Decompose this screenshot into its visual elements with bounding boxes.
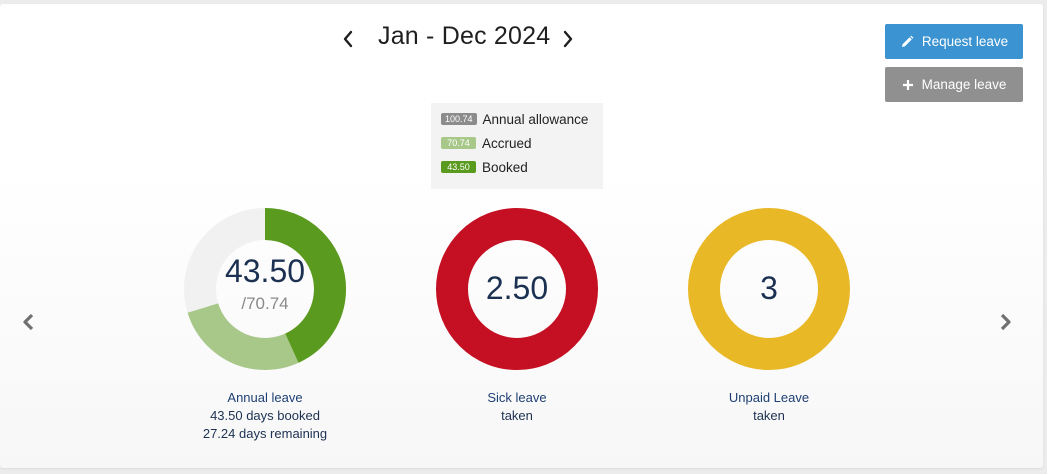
unpaid-leave-title: Unpaid Leave: [728, 390, 810, 405]
donut-ring: [436, 208, 598, 370]
legend-badge: 70.74: [441, 137, 476, 149]
request-leave-button[interactable]: Request leave: [885, 24, 1023, 59]
sick-leave-title: Sick leave: [487, 390, 547, 405]
legend-item-booked: 43.50 Booked: [441, 158, 528, 176]
legend-label: Annual allowance: [482, 111, 589, 127]
manage-leave-button[interactable]: Manage leave: [885, 67, 1023, 102]
sick-leave-value: 2.50: [485, 270, 549, 306]
annual-leave-value: 43.50: [224, 253, 306, 289]
chevron-left-icon: [343, 30, 353, 48]
period-title: Jan - Dec 2024: [378, 22, 551, 50]
next-period-button[interactable]: [562, 30, 574, 53]
carousel-prev-button[interactable]: [21, 313, 35, 336]
chevron-right-icon: [563, 30, 573, 48]
unpaid-leave-value: 3: [760, 270, 778, 306]
request-leave-label: Request leave: [921, 34, 1009, 49]
sick-leave-caption: Sick leave taken: [417, 389, 617, 425]
caret-left-icon: [23, 313, 34, 331]
unpaid-leave-taken-text: taken: [753, 408, 785, 423]
legend-badge: 100.74: [441, 113, 477, 125]
prev-period-button[interactable]: [342, 30, 354, 53]
sick-leave-donut: [436, 208, 598, 370]
period-navigation: Jan - Dec 2024: [330, 22, 590, 56]
annual-leave-accrued-total: /70.74: [241, 294, 289, 313]
manage-leave-label: Manage leave: [921, 77, 1007, 92]
unpaid-leave-donut: [688, 208, 850, 370]
legend-item-accrued: 70.74 Accrued: [441, 134, 532, 152]
annual-leave-legend: 100.74 Annual allowance 70.74 Accrued 43…: [431, 103, 603, 189]
annual-leave-remaining-text: 27.24 days remaining: [202, 426, 328, 441]
legend-badge: 43.50: [441, 161, 476, 173]
annual-leave-title: Annual leave: [227, 390, 303, 405]
donut-ring: [688, 208, 850, 370]
annual-leave-booked-text: 43.50 days booked: [210, 408, 320, 423]
pencil-icon: [901, 35, 914, 47]
donut-booked-segment: [184, 208, 346, 370]
sick-leave-taken-text: taken: [501, 408, 533, 423]
legend-label: Accrued: [482, 135, 532, 151]
carousel-next-button[interactable]: [999, 313, 1013, 336]
annual-leave-donut: [184, 208, 346, 370]
legend-item-allowance: 100.74 Annual allowance: [441, 110, 588, 128]
plus-icon: [902, 79, 913, 90]
caret-right-icon: [1000, 313, 1011, 331]
leave-summary-panel: Jan - Dec 2024 Request leave Manage leav…: [0, 4, 1043, 468]
legend-label: Booked: [482, 159, 528, 175]
annual-leave-caption: Annual leave 43.50 days booked 27.24 day…: [165, 389, 365, 443]
unpaid-leave-caption: Unpaid Leave taken: [669, 389, 869, 425]
